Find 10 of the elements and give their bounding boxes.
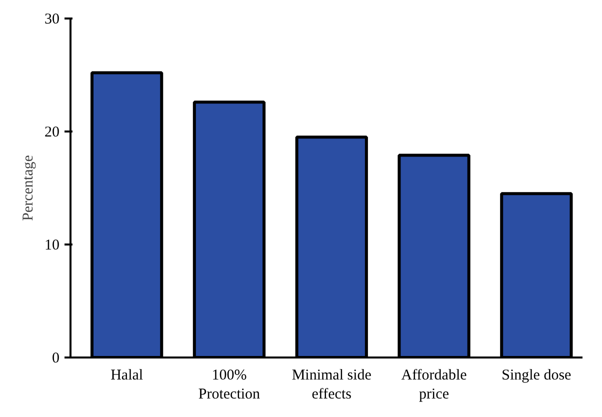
y-tick-label: 20: [44, 124, 60, 140]
x-tick-label: Single dose: [502, 368, 572, 384]
x-tick-label: Affordable price: [401, 368, 468, 403]
x-tick-label: 100% Protection: [198, 368, 261, 403]
y-tick-label: 10: [44, 238, 60, 254]
y-tick-label: 0: [52, 350, 60, 366]
x-tick-label: Halal: [110, 368, 144, 384]
x-tick-label: Minimal side effects: [292, 368, 372, 403]
y-tick-label: 30: [44, 12, 60, 28]
y-axis-title: Percentage: [20, 154, 36, 221]
